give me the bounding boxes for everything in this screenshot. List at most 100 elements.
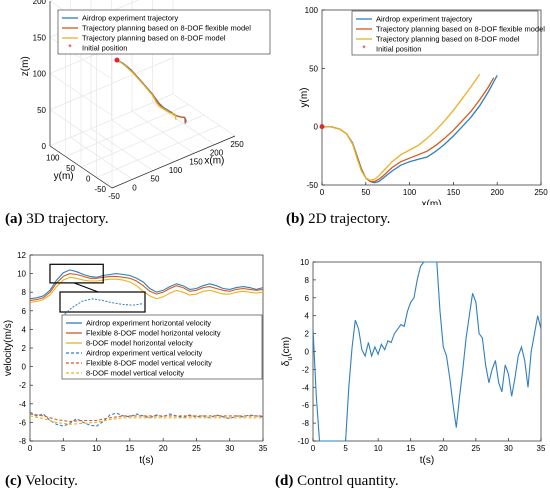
- grid-line: [80, 114, 205, 168]
- y-tick-label: -4: [19, 400, 27, 409]
- caption-text: 3D trajectory.: [26, 211, 109, 227]
- y-tick-label: 0: [22, 363, 27, 372]
- z-tick-label: 150: [33, 33, 47, 42]
- x-axis-label: x(m): [204, 156, 224, 167]
- z-tick-label: 100: [33, 70, 47, 79]
- x-tick-label: 100: [403, 188, 417, 197]
- caption-tag: (c): [5, 473, 22, 489]
- y-tick-label: -50: [306, 181, 318, 190]
- x-tick-label: 150: [189, 157, 203, 166]
- legend-label: Airdrop experiment horizontal velocity: [86, 319, 211, 328]
- y-tick-label: -8: [19, 437, 27, 446]
- zoom-arrow: [73, 282, 99, 293]
- chart-2d-trajectory: 0 50 100 150 200 250-50050100x(m)y(m)Airdrop …: [299, 6, 548, 205]
- x-tick-label: 250: [534, 188, 548, 197]
- x-tick-label: 15: [406, 444, 415, 453]
- x-tick-label: 5: [61, 444, 66, 453]
- legend-label: Initial position: [376, 45, 421, 54]
- initial-position-marker: [319, 124, 325, 130]
- series-line: [29, 415, 263, 425]
- y-tick-label: -50: [94, 185, 106, 194]
- y-tick-label: -6: [19, 418, 27, 427]
- series-line: [116, 59, 187, 124]
- z-axis-label: z(m): [20, 56, 31, 76]
- x-tick-label: 35: [537, 444, 546, 453]
- plot-area: [312, 261, 542, 442]
- x-tick-label: 0: [28, 444, 33, 453]
- x-tick-label: 150: [447, 188, 461, 197]
- zoom-inset-line: [61, 298, 144, 317]
- caption-text: 2D trajectory.: [308, 211, 391, 227]
- y-tick-label: 0: [305, 348, 310, 357]
- legend-label: Flexible 8-DOF model vertical velocity: [86, 359, 212, 368]
- x-tick-label: 50: [361, 188, 370, 197]
- initial-position-marker: [114, 57, 120, 63]
- y-tick-label: 10: [17, 270, 26, 279]
- legend-label: Airdrop experiment trajectory: [376, 15, 473, 24]
- y-tick-label: 4: [22, 325, 27, 334]
- caption-text: Control quantity.: [297, 473, 399, 489]
- series-line: [322, 73, 481, 181]
- y-axis-label: y(m): [299, 88, 310, 108]
- x-axis: [111, 135, 236, 189]
- y-tick-label: 50: [66, 164, 75, 173]
- y-tick-label: 2: [305, 330, 310, 339]
- x-tick-label: 30: [225, 444, 234, 453]
- x-tick-label: 20: [159, 444, 168, 453]
- zoom-box: [49, 263, 104, 284]
- legend-marker: *: [68, 43, 72, 53]
- y-tick-label: 0: [86, 175, 91, 184]
- y-tick-label: 100: [46, 154, 60, 163]
- x-tick-label: 200: [210, 149, 224, 158]
- y-tick-label: 50: [309, 64, 318, 73]
- caption-3d-trajectory: (a) 3D trajectory.: [5, 211, 109, 228]
- y-tick-label: 100: [305, 6, 319, 15]
- x-tick-label: 50: [151, 175, 160, 184]
- series-line: [29, 269, 264, 300]
- y-axis-label: y(m): [54, 171, 74, 182]
- y-tick-label: -10: [297, 437, 309, 446]
- x-tick-label: 100: [169, 166, 183, 175]
- y-tick-label: 0: [314, 123, 319, 132]
- legend-box: [57, 9, 271, 55]
- legend-marker: *: [362, 44, 366, 54]
- series-line: [312, 261, 542, 442]
- caption-text: Velocity.: [25, 473, 78, 489]
- x-tick-label: 25: [471, 444, 480, 453]
- x-tick-label: 0: [320, 188, 325, 197]
- x-tick-label: 15: [125, 444, 134, 453]
- y-tick-label: -2: [302, 365, 310, 374]
- y-tick-label: 8: [22, 288, 27, 297]
- y-tick-label: 6: [22, 307, 27, 316]
- caption-control-quantity: (d) Control quantity.: [275, 473, 399, 490]
- x-axis-label: x(m): [422, 199, 442, 205]
- legend-label: 8-DOF model vertical velocity: [86, 369, 184, 378]
- x-tick-label: 10: [92, 444, 101, 453]
- y-tick-label: 4: [305, 312, 310, 321]
- caption-velocity: (c) Velocity.: [5, 473, 78, 490]
- x-axis-label: t(s): [139, 455, 153, 466]
- legend-label: Initial position: [82, 44, 127, 53]
- series-line: [29, 273, 264, 302]
- y-tick-label: 2: [22, 344, 27, 353]
- z-tick-label: 50: [37, 106, 46, 115]
- z-tick-label: 0: [42, 142, 47, 151]
- legend-box: [61, 314, 263, 380]
- x-tick-label: -50: [108, 192, 120, 201]
- chart-velocity: 0 5 10 15 20 25 30 35 -8 -6 -4 -2 0 2 4 6 8 10 12 t(s) veloc…: [3, 251, 268, 466]
- x-tick-label: 35: [259, 444, 268, 453]
- y-tick-label: -4: [302, 383, 310, 392]
- grid-line: [96, 125, 220, 178]
- caption-2d-trajectory: (b) 2D trajectory.: [286, 211, 390, 228]
- legend-label: Trajectory planning based on 8-DOF model: [82, 34, 226, 43]
- legend-label: Trajectory planning based on 8-DOF flexi…: [82, 24, 251, 33]
- legend-box: [351, 10, 539, 56]
- x-tick-label: 10: [374, 444, 383, 453]
- legend-label: Trajectory planning based on 8-DOF model: [376, 35, 520, 44]
- y-tick-label: 12: [17, 251, 26, 260]
- legend-label: Airdrop experiment trajectory: [82, 14, 179, 23]
- y-axis-label: velocity(m/s): [3, 320, 14, 376]
- x-tick-label: 30: [504, 444, 513, 453]
- x-axis-label: t(s): [420, 455, 434, 466]
- series-line: [116, 59, 177, 120]
